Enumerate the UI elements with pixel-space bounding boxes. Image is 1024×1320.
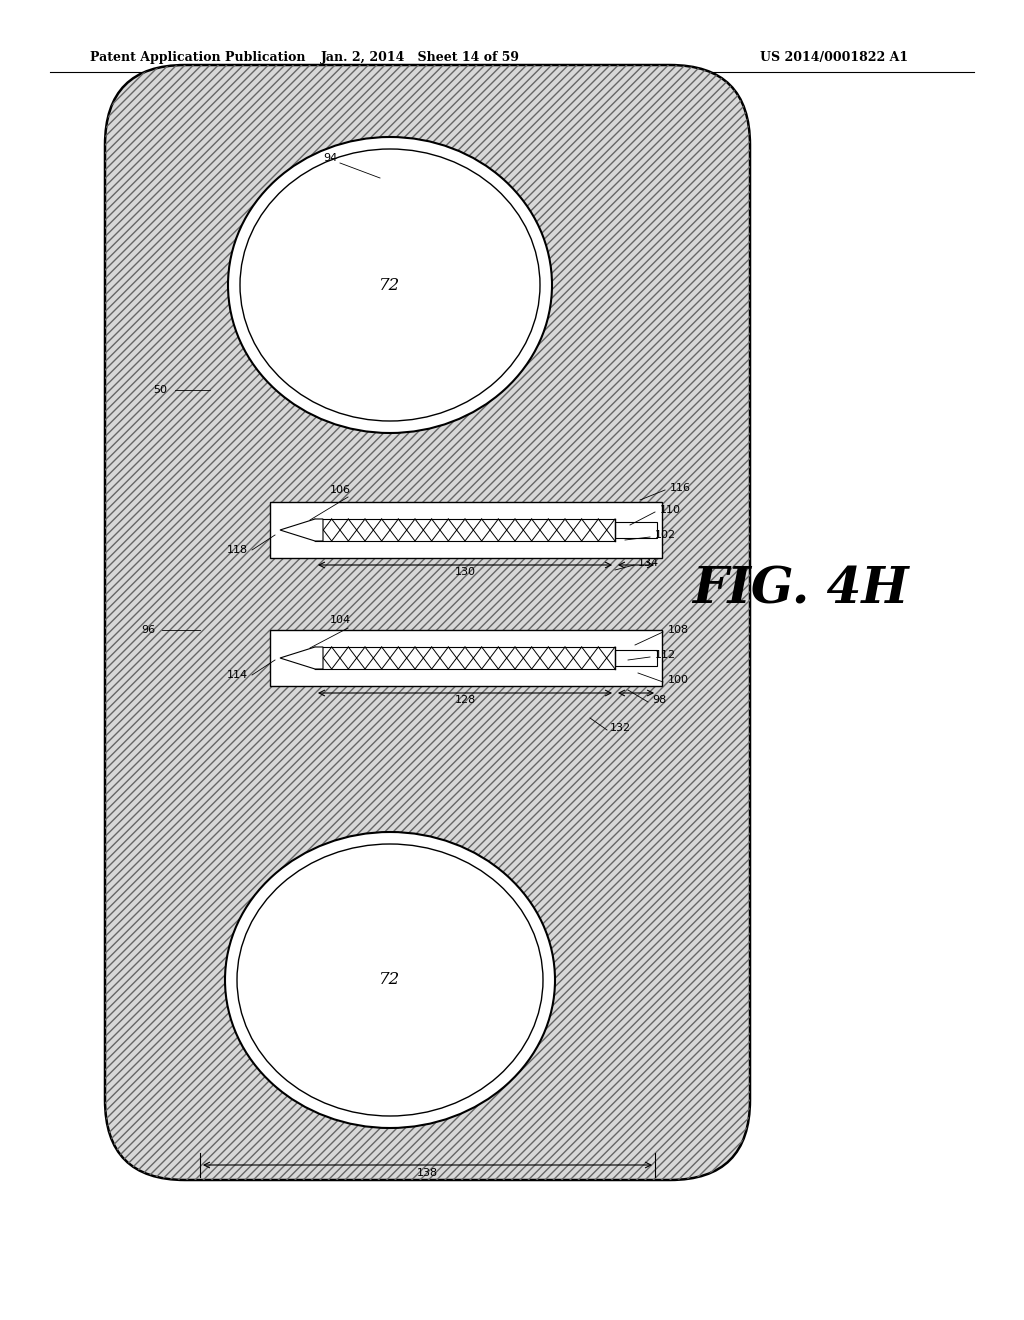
- Text: 128: 128: [455, 696, 475, 705]
- Text: 130: 130: [455, 568, 475, 577]
- Polygon shape: [280, 647, 323, 669]
- Text: FIG. 4H: FIG. 4H: [691, 565, 908, 615]
- Ellipse shape: [240, 149, 540, 421]
- Ellipse shape: [225, 832, 555, 1129]
- Polygon shape: [280, 519, 323, 541]
- Text: 110: 110: [660, 506, 681, 515]
- Ellipse shape: [228, 137, 552, 433]
- FancyBboxPatch shape: [105, 65, 750, 1180]
- Bar: [280, 645, 657, 671]
- Text: 114: 114: [227, 671, 248, 680]
- Bar: [615, 521, 657, 539]
- Bar: [270, 502, 662, 558]
- Text: US 2014/0001822 A1: US 2014/0001822 A1: [760, 51, 908, 65]
- Text: 100: 100: [668, 675, 689, 685]
- Text: 116: 116: [670, 483, 691, 492]
- Text: 134: 134: [638, 558, 659, 568]
- Text: 72: 72: [379, 972, 400, 989]
- Text: 104: 104: [330, 615, 350, 624]
- Text: 94: 94: [323, 153, 337, 162]
- Bar: [615, 649, 657, 667]
- Text: 96: 96: [141, 624, 155, 635]
- Text: 72: 72: [379, 276, 400, 293]
- Text: 50: 50: [153, 385, 167, 395]
- Text: Jan. 2, 2014   Sheet 14 of 59: Jan. 2, 2014 Sheet 14 of 59: [321, 51, 519, 65]
- Text: 112: 112: [655, 649, 676, 660]
- Text: 108: 108: [668, 624, 689, 635]
- Text: Patent Application Publication: Patent Application Publication: [90, 51, 305, 65]
- Text: 132: 132: [610, 723, 631, 733]
- Text: 106: 106: [330, 484, 350, 495]
- Bar: [270, 630, 662, 686]
- Ellipse shape: [237, 843, 543, 1115]
- Text: 102: 102: [655, 531, 676, 540]
- Bar: [280, 517, 657, 543]
- Text: 98: 98: [652, 696, 667, 705]
- Text: 118: 118: [227, 545, 248, 554]
- Text: 138: 138: [417, 1168, 438, 1177]
